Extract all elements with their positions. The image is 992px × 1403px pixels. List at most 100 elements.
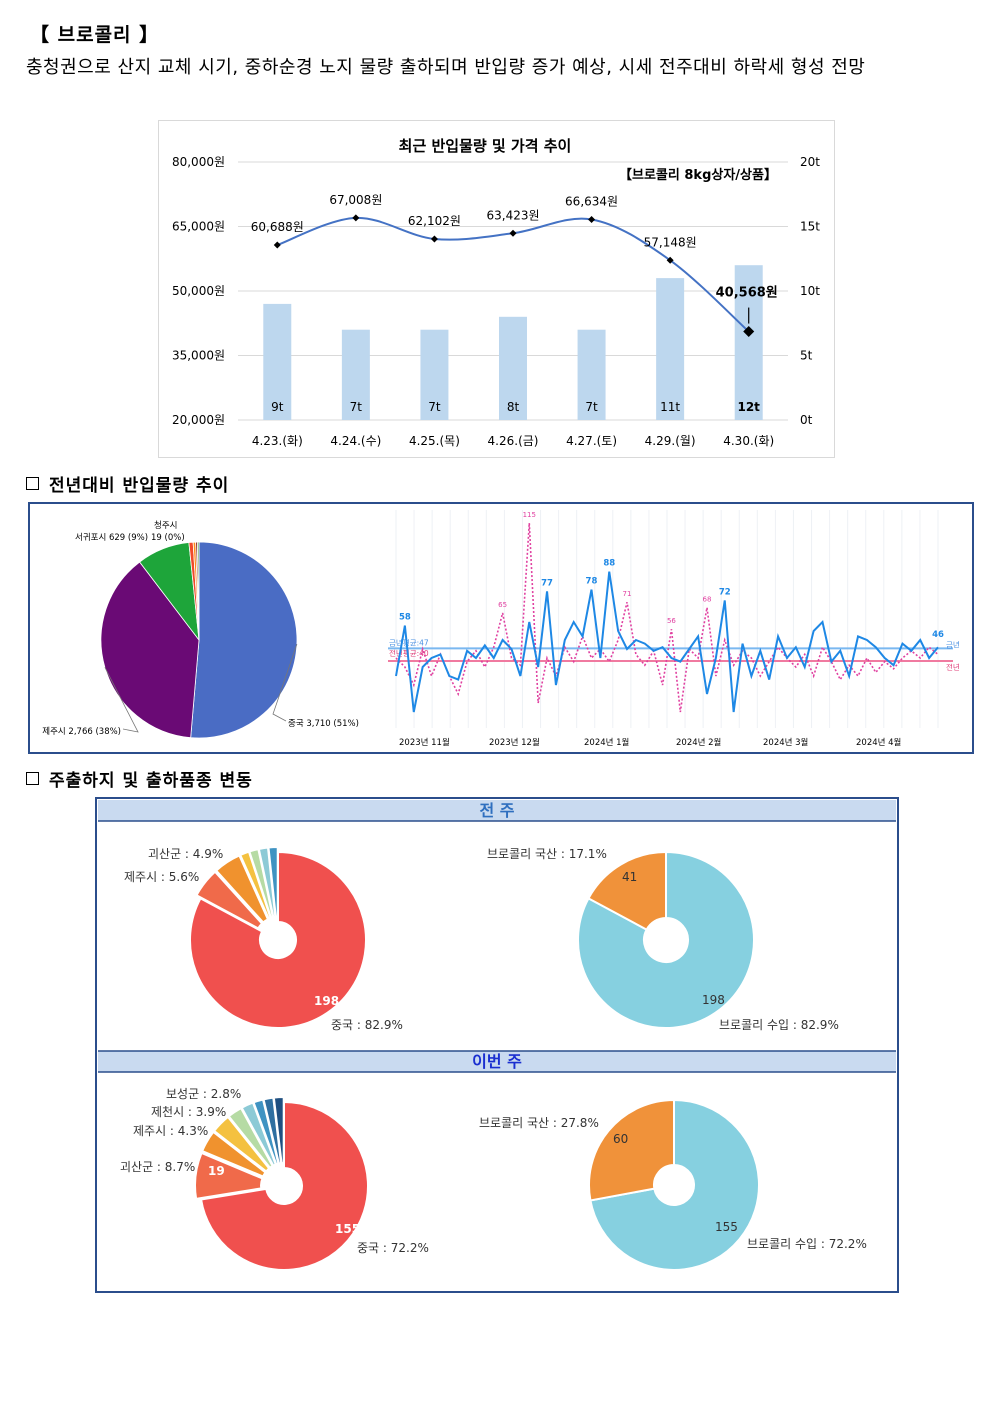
donut-label: 제주시 : 5.6% — [124, 870, 199, 884]
donut-slice — [194, 1151, 264, 1201]
avg-prev-label: 전년평균:40 — [389, 648, 429, 658]
line-annotation: 88 — [603, 559, 615, 569]
x-tick: 4.24.(수) — [330, 434, 381, 448]
donut-slice — [272, 1096, 285, 1165]
volume-bar — [734, 265, 763, 420]
donut-label: 괴산군 : 4.9% — [148, 847, 223, 861]
x-tick: 2024년 4월 — [856, 737, 901, 748]
volume-bar — [577, 329, 606, 420]
line-annotation: 77 — [541, 578, 553, 588]
donut-label: 중국 : 82.9% — [331, 1018, 403, 1032]
line-annotation: 56 — [667, 617, 676, 625]
chart-annotation: 【브로콜리 8kg상자/상품】 — [619, 167, 777, 183]
pie-leader — [104, 667, 139, 733]
volume-bar — [341, 329, 370, 420]
x-tick: 2024년 2월 — [676, 737, 721, 748]
donut-label: 브로콜리 국산 : 27.8% — [479, 1116, 599, 1130]
pie-label: 청주시 — [154, 521, 177, 531]
donut-value: 41 — [622, 870, 637, 884]
pie-leader — [272, 644, 298, 722]
y-left-tick: 20,000원 — [172, 413, 225, 427]
volume-label: 9t — [271, 400, 284, 414]
y-right-tick: 20t — [800, 155, 820, 169]
page-description: 충청권으로 산지 교체 시기, 중하순경 노지 물량 출하되며 반입량 증가 예… — [26, 57, 866, 78]
pie-label: 19 (0%) — [151, 533, 185, 543]
avg-current-label: 금년평균:47 — [389, 637, 429, 647]
price-label: 67,008원 — [329, 193, 382, 207]
price-label: 40,568원 — [716, 286, 778, 301]
y-right-tick: 15t — [800, 220, 820, 234]
price-point — [430, 235, 438, 243]
checkbox-square-icon — [26, 477, 39, 490]
donut-slice — [267, 846, 279, 919]
donut-slice — [200, 1130, 267, 1178]
price-point — [273, 241, 281, 249]
donut-value: 198 — [314, 994, 339, 1008]
panel-this-week-title: 이번 주 — [472, 1052, 522, 1071]
checkbox-square-icon — [26, 772, 39, 785]
pie-label: 제주시 2,766 (38%) — [42, 727, 121, 737]
donut-value: 155 — [335, 1222, 360, 1236]
price-point — [588, 215, 596, 223]
line-annotation: 68 — [703, 596, 712, 604]
line-annotation: 71 — [623, 590, 632, 598]
price-point — [666, 256, 674, 264]
x-tick: 4.23.(화) — [252, 434, 303, 448]
x-tick: 4.29.(월) — [645, 434, 696, 448]
price-point — [352, 214, 360, 222]
donut-slice — [214, 854, 270, 924]
page-title: 【 브로콜리 】 — [30, 24, 160, 46]
donut-label: 브로콜리 수입 : 72.2% — [747, 1237, 867, 1251]
volume-label: 7t — [585, 400, 598, 414]
y-right-tick: 10t — [800, 284, 820, 298]
legend-current: 금년 — [946, 639, 960, 649]
section-origin: 주출하지 및 출하품종 변동 — [26, 766, 253, 791]
line-annotation: 58 — [399, 613, 411, 623]
donut-slice — [588, 1098, 675, 1202]
section-yoy: 전년대비 반입물량 추이 — [26, 471, 229, 496]
volume-label: 7t — [428, 400, 441, 414]
volume-bar — [420, 329, 449, 420]
donut-value: 19 — [208, 1164, 225, 1178]
x-tick: 4.27.(토) — [566, 434, 617, 448]
y-left-tick: 35,000원 — [172, 349, 225, 363]
line-annotation: 115 — [523, 511, 536, 519]
origin-panel: 전 주 이번 주 198 중국 : 82.9% 제주시 : 5.6% 괴산군 : 4.… — [95, 797, 899, 1293]
price-label: 62,102원 — [408, 214, 461, 228]
donut-slice — [587, 850, 667, 931]
line-annotation: 72 — [719, 587, 731, 597]
donut-slice — [195, 870, 264, 930]
x-tick: 4.26.(금) — [488, 434, 539, 448]
y-left-tick: 65,000원 — [172, 220, 225, 234]
donut-value: 60 — [613, 1132, 628, 1146]
donut-slice — [577, 850, 755, 1029]
donut-value: 198 — [702, 993, 725, 1007]
price-label: 57,148원 — [644, 235, 697, 249]
y-right-tick: 5t — [800, 349, 813, 363]
donut-slice — [199, 1100, 369, 1271]
panel-last-week-title: 전 주 — [479, 801, 514, 820]
end-label: 46 — [932, 630, 944, 640]
prev-year-line — [395, 522, 939, 713]
x-tick: 4.25.(목) — [409, 434, 460, 448]
volume-bar — [656, 278, 685, 420]
x-tick: 2023년 12월 — [489, 737, 540, 748]
line-annotation: 78 — [586, 577, 598, 587]
y-right-tick: 0t — [800, 413, 813, 427]
donut-label: 괴산군 : 8.7% — [120, 1160, 195, 1174]
y-left-tick: 80,000원 — [172, 155, 225, 169]
donut-label: 제주시 : 4.3% — [133, 1124, 208, 1138]
price-point — [743, 326, 755, 338]
donut-label: 브로콜리 수입 : 82.9% — [719, 1018, 839, 1032]
chart-title: 최근 반입물량 및 가격 추이 — [399, 137, 572, 155]
volume-label: 7t — [350, 400, 363, 414]
price-volume-chart: 최근 반입물량 및 가격 추이 【브로콜리 8kg상자/상품】 80,000원 2… — [158, 120, 835, 458]
y-left-tick: 50,000원 — [172, 284, 225, 298]
price-point — [509, 229, 517, 237]
donut-slice — [212, 1115, 271, 1173]
donut-label: 제천시 : 3.9% — [151, 1104, 226, 1119]
price-label: 63,423원 — [486, 208, 539, 222]
donut-label: 보성군 : 2.8% — [166, 1087, 241, 1101]
yoy-panel: 중국 3,710 (51%) 제주시 2,766 (38%) 서귀포시 629 (9… — [28, 502, 974, 754]
pie-label: 서귀포시 629 (9%) — [75, 532, 148, 543]
